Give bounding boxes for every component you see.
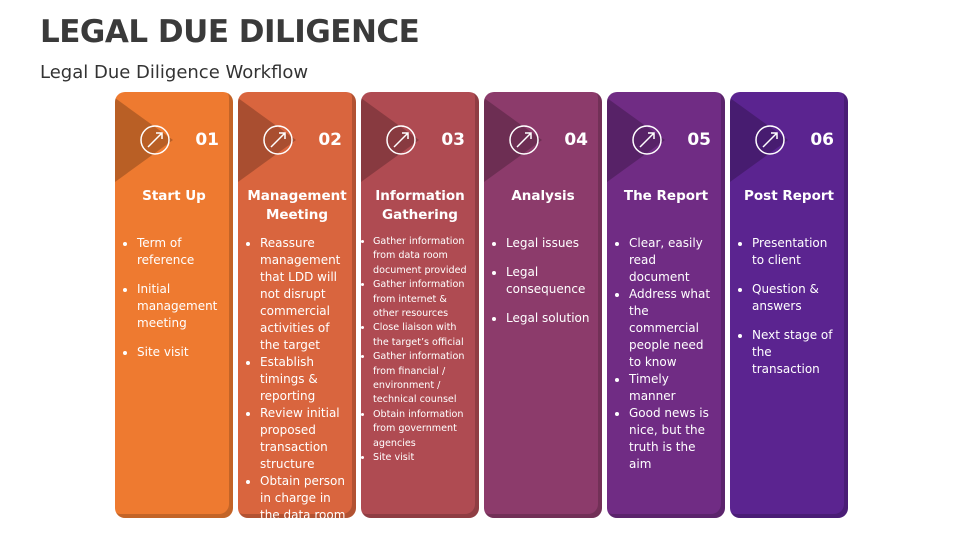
step-item: Legal consequence [506, 264, 596, 298]
step-number: 02 [318, 130, 342, 150]
step-arrow [484, 98, 542, 182]
step-items: Term of reference Initial management meet… [121, 235, 227, 373]
step-items: Legal issues Legal consequence Legal solut… [490, 235, 596, 339]
step-arrow [115, 98, 173, 182]
step-item: Next stage of the transaction [752, 327, 842, 378]
step-number: 06 [810, 130, 834, 150]
subtitle: Legal Due Diligence Workflow [40, 62, 309, 83]
title: LEGAL DUE DILIGENCE [40, 14, 420, 50]
step-title: Post Report [744, 188, 834, 204]
step-item: Site visit [137, 344, 227, 361]
step-arrow [607, 98, 665, 182]
step-title: Management Meeting [247, 188, 347, 223]
step-item: Legal solution [506, 310, 596, 327]
step-title: Analysis [511, 188, 575, 204]
step-item: Gather information from financial / envi… [373, 350, 473, 408]
step-item: Presentation to client [752, 235, 842, 269]
step-item: Review initial proposed transaction stru… [260, 405, 350, 473]
step-item: Obtain person in charge in the data room [260, 473, 350, 518]
step-title: Start Up [142, 188, 206, 204]
step-item: Clear, easily read document [629, 235, 719, 286]
step-card: 03 Information Gathering Gather informatio… [361, 92, 479, 518]
step-card: 06 Post Report Presentation to client Quest… [730, 92, 848, 518]
step-title: The Report [623, 188, 709, 204]
step-card: 05 The Report Clear, easily read documentA… [607, 92, 725, 518]
step-item: Legal issues [506, 235, 596, 252]
step-item: Establish timings & reporting [260, 354, 350, 405]
step-arrow [730, 98, 788, 182]
step-title: Information Gathering [375, 188, 465, 223]
step-item: Reassure management that LDD will not di… [260, 235, 350, 354]
step-items: Reassure management that LDD will not di… [244, 235, 350, 518]
step-number: 01 [195, 130, 219, 150]
step-number: 04 [564, 130, 588, 150]
step-card: 01 Start Up Term of reference Initial manag… [115, 92, 233, 518]
step-number: 05 [687, 130, 711, 150]
step-arrow [238, 98, 296, 182]
step-items: Clear, easily read documentAddress what … [613, 235, 719, 473]
step-item: Gather information from data room docume… [373, 235, 473, 278]
step-card: 04AnalysisLegal issuesLegal consequenceL… [484, 92, 602, 518]
step-arrow [361, 98, 419, 182]
step-item: Term of reference [137, 235, 227, 269]
step-item: Initial management meeting [137, 281, 227, 332]
step-item: Obtain information from government agenc… [373, 408, 473, 451]
step-item: Timely manner [629, 371, 719, 405]
step-item: Question & answers [752, 281, 842, 315]
step-item: Site visit [373, 451, 473, 465]
step-item: Close liaison with the target’s official [373, 321, 473, 350]
step-item: Address what the commercial people need … [629, 286, 719, 371]
step-item: Good news is nice, but the truth is the … [629, 405, 719, 473]
step-item: Gather information from internet & other… [373, 278, 473, 321]
step-card: 02 Management Meeting Reassure management … [238, 92, 356, 518]
step-items: Gather information from data room docume… [365, 235, 473, 466]
step-items: Presentation to client Question & answers… [736, 235, 842, 390]
step-number: 03 [441, 130, 465, 150]
